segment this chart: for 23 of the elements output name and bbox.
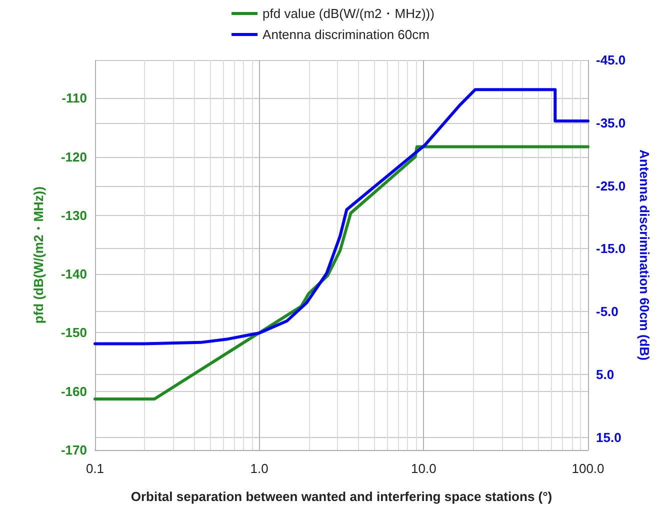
y-tick-label: -110 xyxy=(62,90,87,106)
y-tick-label: -170 xyxy=(60,442,87,458)
y2-tick-label: -45.0 xyxy=(596,52,626,68)
x-axis-title: Orbital separation between wanted and interfering space stations (°) xyxy=(130,489,552,504)
y-tick-label: -120 xyxy=(60,149,87,164)
x-tick-label: 0.1 xyxy=(86,461,104,476)
y2-tick-label: 5.0 xyxy=(596,367,614,382)
y-tick-label: -150 xyxy=(60,325,87,340)
y-tick-label: -160 xyxy=(60,384,87,399)
y2-tick-label: -15.0 xyxy=(596,241,626,256)
y2-tick-label: -5.0 xyxy=(596,304,618,320)
x-tick-label: 1.0 xyxy=(250,461,268,476)
y2-tick-label: -35.0 xyxy=(596,115,626,130)
y-axis-title: pfd (dB(W/(m2・MHz)) xyxy=(31,186,46,324)
x-tick-label: 10.0 xyxy=(411,461,436,476)
legend-label: pfd value (dB(W/(m2・MHz))) xyxy=(262,6,434,21)
y2-tick-label: -25.0 xyxy=(596,178,626,194)
y-tick-label: -140 xyxy=(60,266,87,282)
legend-label: Antenna discrimination 60cm xyxy=(262,27,430,42)
y-tick-label: -130 xyxy=(60,208,87,223)
x-tick-label: 100.0 xyxy=(572,461,604,476)
y2-tick-label: 15.0 xyxy=(596,430,622,445)
y2-axis-title: Antenna discrimination 60cm (dB) xyxy=(637,150,652,360)
